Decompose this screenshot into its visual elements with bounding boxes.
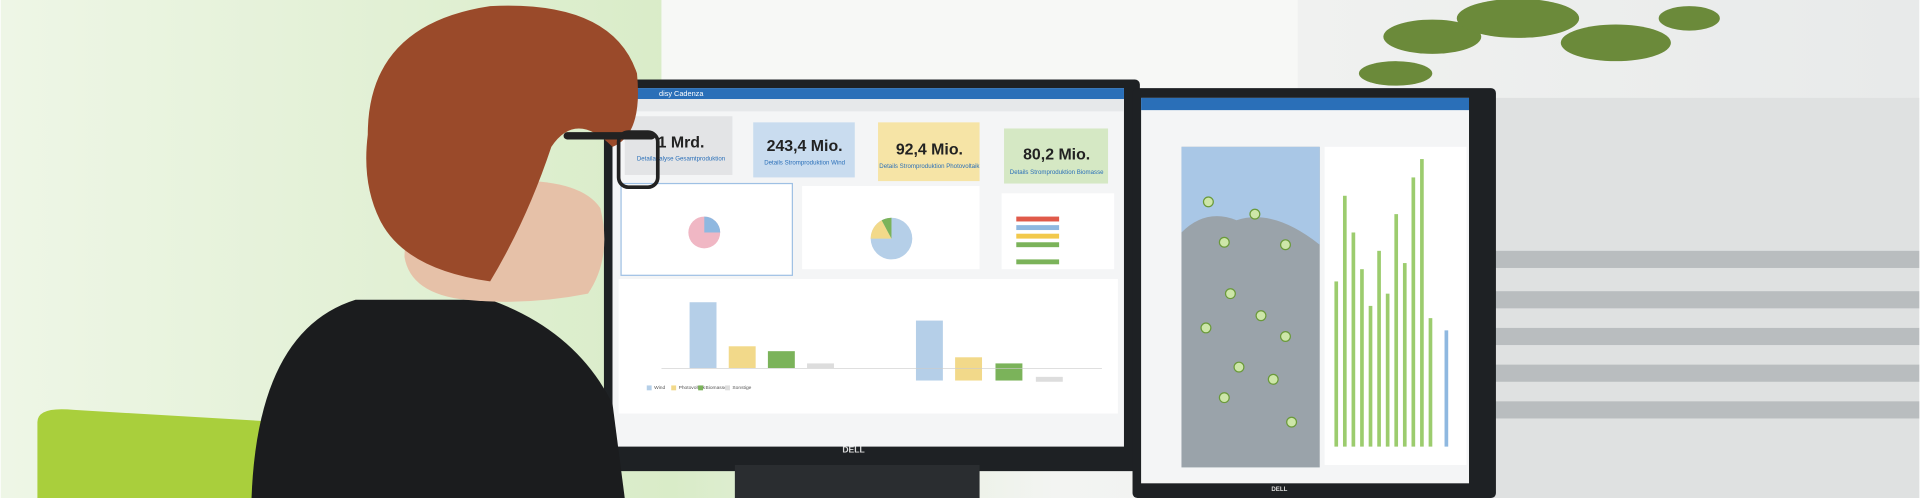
- bar-chart-bars: [1334, 159, 1433, 447]
- panel: [1001, 193, 1115, 270]
- app-bar: [612, 88, 1124, 100]
- app-bar: [1141, 97, 1470, 111]
- pie-slice: [881, 217, 892, 239]
- kpi-value: 92,4 Mio.: [896, 142, 963, 159]
- legend-label: Sonstige: [732, 385, 751, 391]
- person-shirt: [251, 299, 625, 498]
- brand-logo: DELL: [1271, 486, 1287, 493]
- pie-slice: [870, 220, 892, 239]
- partition-slats: [1491, 250, 1920, 419]
- map-sea: [1181, 146, 1320, 245]
- kpi-value: 80,2 Mio.: [1023, 147, 1090, 164]
- legend-swatch: [646, 385, 652, 391]
- kpi-link: Detailanalyse Gesamtproduktion: [637, 156, 725, 163]
- legend-label: Photovoltaik: [679, 385, 706, 391]
- app-title: disy Cadenza: [659, 89, 704, 98]
- legend-label: Biomasse: [705, 385, 727, 391]
- legend-swatch: [671, 385, 677, 391]
- kpi-value: 243,4 Mio.: [767, 138, 843, 155]
- kpi-card: [753, 122, 855, 178]
- pie-slice: [704, 216, 721, 233]
- map-markers: [1200, 196, 1298, 428]
- kpi-link: Details Stromproduktion Biomasse: [1010, 169, 1104, 176]
- kpi-link: Details Stromproduktion Wind: [764, 159, 845, 166]
- brand-logo: DELL: [842, 445, 864, 455]
- plant: [1358, 0, 1720, 86]
- table-rows: [1016, 216, 1060, 265]
- monitor-stand: [734, 464, 980, 498]
- bar: [1444, 330, 1449, 447]
- kpi-link: Details Stromproduktion Photovoltaik: [879, 163, 980, 170]
- kpi-value: 1 Mrd.: [658, 134, 705, 151]
- toolbar: [612, 99, 1124, 112]
- kpi-card: [1004, 128, 1109, 184]
- kpi-card: [878, 122, 980, 182]
- legend-label: Wind: [654, 385, 665, 391]
- legend-swatch: [725, 385, 730, 391]
- chair: [37, 409, 307, 498]
- kpi-card: [624, 116, 733, 175]
- person-hair: [366, 5, 638, 282]
- glasses: [616, 130, 660, 190]
- legend-swatch: [698, 385, 704, 391]
- bar-chart-bars: [689, 302, 1063, 382]
